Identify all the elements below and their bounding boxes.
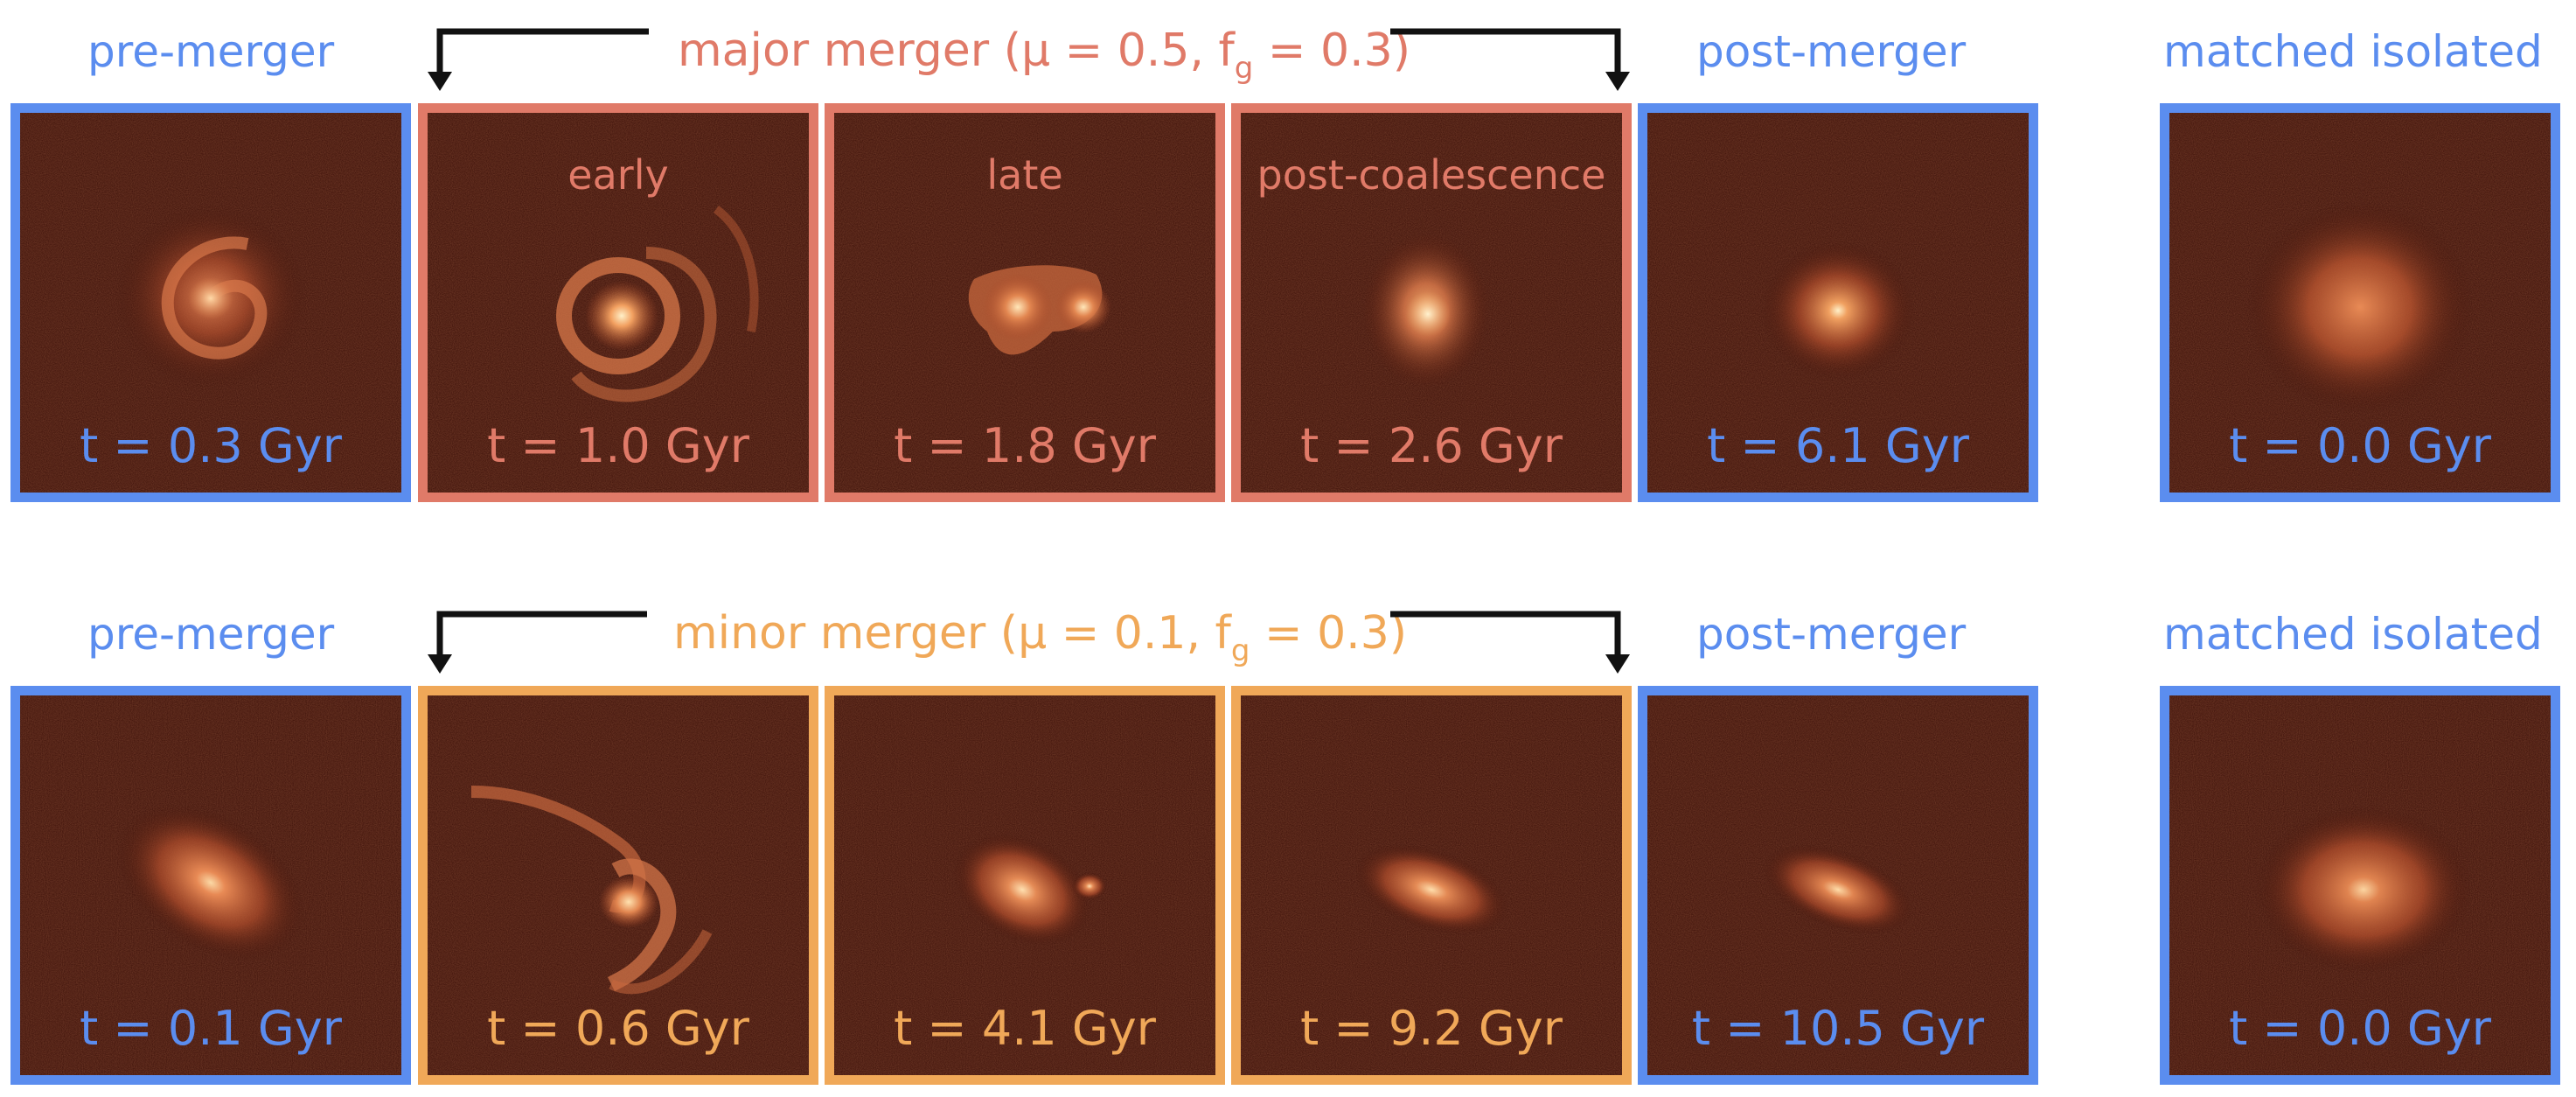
row1-left-arrow [436, 28, 649, 79]
row2-merger-title-tail: = 0.3) [1250, 607, 1408, 660]
row2-left-arrow [436, 611, 647, 661]
row2-panel-4-time: t = 9.2 Gyr [1300, 1001, 1563, 1056]
row2-matched-isolated-heading: matched isolated [2163, 609, 2543, 660]
row1-panel-6: t = 0.0 Gyr [2160, 103, 2560, 502]
row1-merger-title-subscript: g [1234, 51, 1254, 86]
row1-panel-4-label: post-coalescence [1257, 151, 1606, 199]
row1-panel-6-time: t = 0.0 Gyr [2229, 418, 2491, 473]
row2-panel-3: t = 4.1 Gyr [825, 686, 1225, 1085]
row2-panel-3-time: t = 4.1 Gyr [894, 1001, 1156, 1056]
row2-panel-6: t = 0.0 Gyr [2160, 686, 2560, 1085]
row1-panel-2-time: t = 1.0 Gyr [487, 418, 749, 473]
satellite-galaxy-icon [834, 695, 1215, 1075]
row1-post-merger-heading: post-merger [1696, 26, 1967, 77]
row1-panel-1-time: t = 0.3 Gyr [80, 418, 342, 473]
row1-panel-2: early t = 1.0 Gyr [418, 103, 818, 502]
row1-left-arrowhead [428, 72, 452, 91]
interacting-galaxies-icon [834, 113, 1215, 493]
row2-right-arrow [1390, 611, 1621, 661]
row2-panel-6-time: t = 0.0 Gyr [2229, 1001, 2491, 1056]
row1-panel-5-time: t = 6.1 Gyr [1707, 418, 1969, 473]
elliptical-galaxy-icon [2169, 695, 2551, 1075]
inclined-disk-galaxy-icon [20, 695, 401, 1075]
row1-panel-1: t = 0.3 Gyr [10, 103, 411, 502]
row2-panel-2-time: t = 0.6 Gyr [487, 1001, 749, 1056]
tidal-tail-galaxy-icon [428, 695, 809, 1075]
row2-panel-1: t = 0.1 Gyr [10, 686, 411, 1085]
row2-merger-title-text: minor merger (μ = 0.1, f [673, 607, 1231, 660]
compact-galaxy-icon [1647, 113, 2029, 493]
diffuse-galaxy-icon [2169, 113, 2551, 493]
edge-on-galaxy-icon [1647, 695, 2029, 1075]
row2-post-merger-heading: post-merger [1696, 609, 1967, 660]
row1-panel-3-time: t = 1.8 Gyr [894, 418, 1156, 473]
row1-merger-title-tail: = 0.3) [1253, 24, 1410, 77]
row2-left-arrowhead [428, 654, 452, 674]
row2-panel-1-time: t = 0.1 Gyr [80, 1001, 342, 1056]
spiral-galaxy-icon [20, 113, 401, 493]
row1-panel-5: t = 6.1 Gyr [1638, 103, 2038, 502]
row1-panel-4: post-coalescence t = 2.6 Gyr [1231, 103, 1632, 502]
row1-right-arrow [1390, 28, 1621, 79]
row1-right-arrowhead [1605, 72, 1630, 91]
row2-merger-title: minor merger (μ = 0.1, fg = 0.3) [673, 607, 1407, 668]
row2-panel-5: t = 10.5 Gyr [1638, 686, 2038, 1085]
edge-on-galaxy-icon [1241, 695, 1622, 1075]
row1-panel-2-label: early [567, 151, 669, 199]
row1-merger-title: major merger (μ = 0.5, fg = 0.3) [678, 24, 1410, 86]
row1-panel-3: late t = 1.8 Gyr [825, 103, 1225, 502]
row2-right-arrowhead [1605, 654, 1630, 674]
row1-panel-3-label: late [986, 151, 1063, 199]
merged-galaxy-icon [1241, 113, 1622, 493]
row2-panel-5-time: t = 10.5 Gyr [1691, 1001, 1985, 1056]
ringed-galaxy-icon [428, 113, 809, 493]
row2-merger-title-subscript: g [1230, 633, 1250, 668]
row1-pre-merger-heading: pre-merger [87, 26, 335, 77]
row1-matched-isolated-heading: matched isolated [2163, 26, 2543, 77]
row1-merger-title-text: major merger (μ = 0.5, f [678, 24, 1235, 77]
row2-pre-merger-heading: pre-merger [87, 609, 335, 660]
row1-panel-4-time: t = 2.6 Gyr [1300, 418, 1563, 473]
row2-panel-4: t = 9.2 Gyr [1231, 686, 1632, 1085]
row2-panel-2: t = 0.6 Gyr [418, 686, 818, 1085]
